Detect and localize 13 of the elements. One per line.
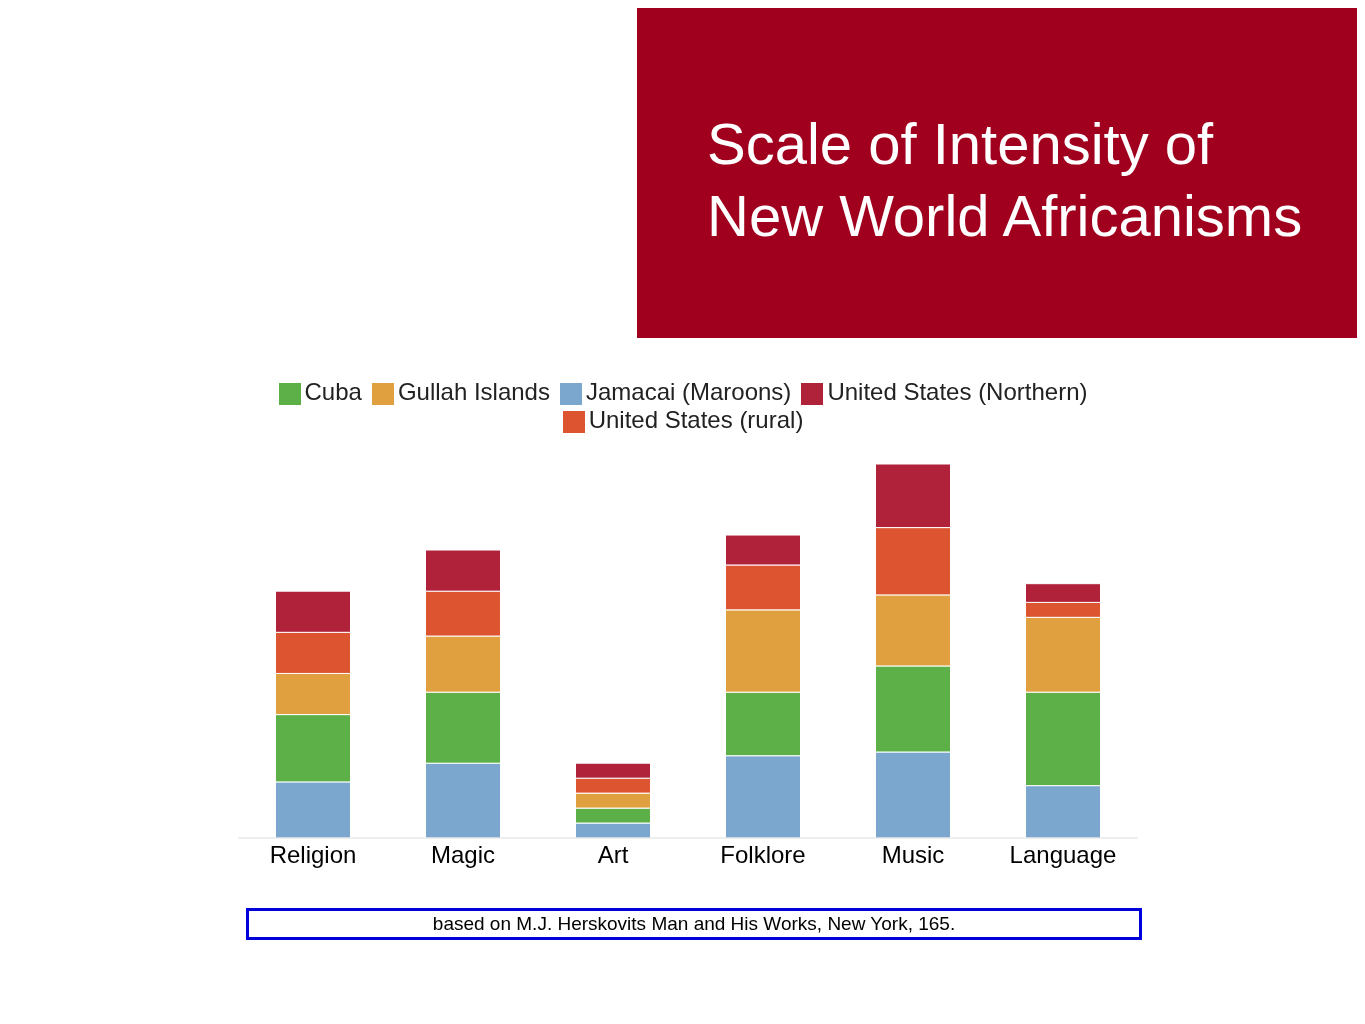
x-tick-label: Language — [1009, 841, 1117, 869]
legend-label: Cuba — [304, 378, 362, 405]
legend-label: United States (Northern) — [827, 378, 1088, 405]
legend-label: Gullah Islands — [397, 378, 550, 405]
legend-label: Jamacai (Maroons) — [585, 378, 792, 405]
chart-title: Scale of Intensity of New World Africanisms — [637, 8, 1357, 338]
x-tick-label: Music — [881, 841, 945, 869]
x-tick-label: Magic — [430, 841, 496, 869]
legend-label: United States (rural) — [588, 406, 804, 433]
x-tick-label: Religion — [269, 841, 357, 869]
x-tick-label: Folklore — [720, 841, 806, 869]
text: based on M.J. Herskovits Man and His Works, New York, 165. — [246, 908, 1142, 940]
x-tick-label: Art — [597, 841, 629, 869]
